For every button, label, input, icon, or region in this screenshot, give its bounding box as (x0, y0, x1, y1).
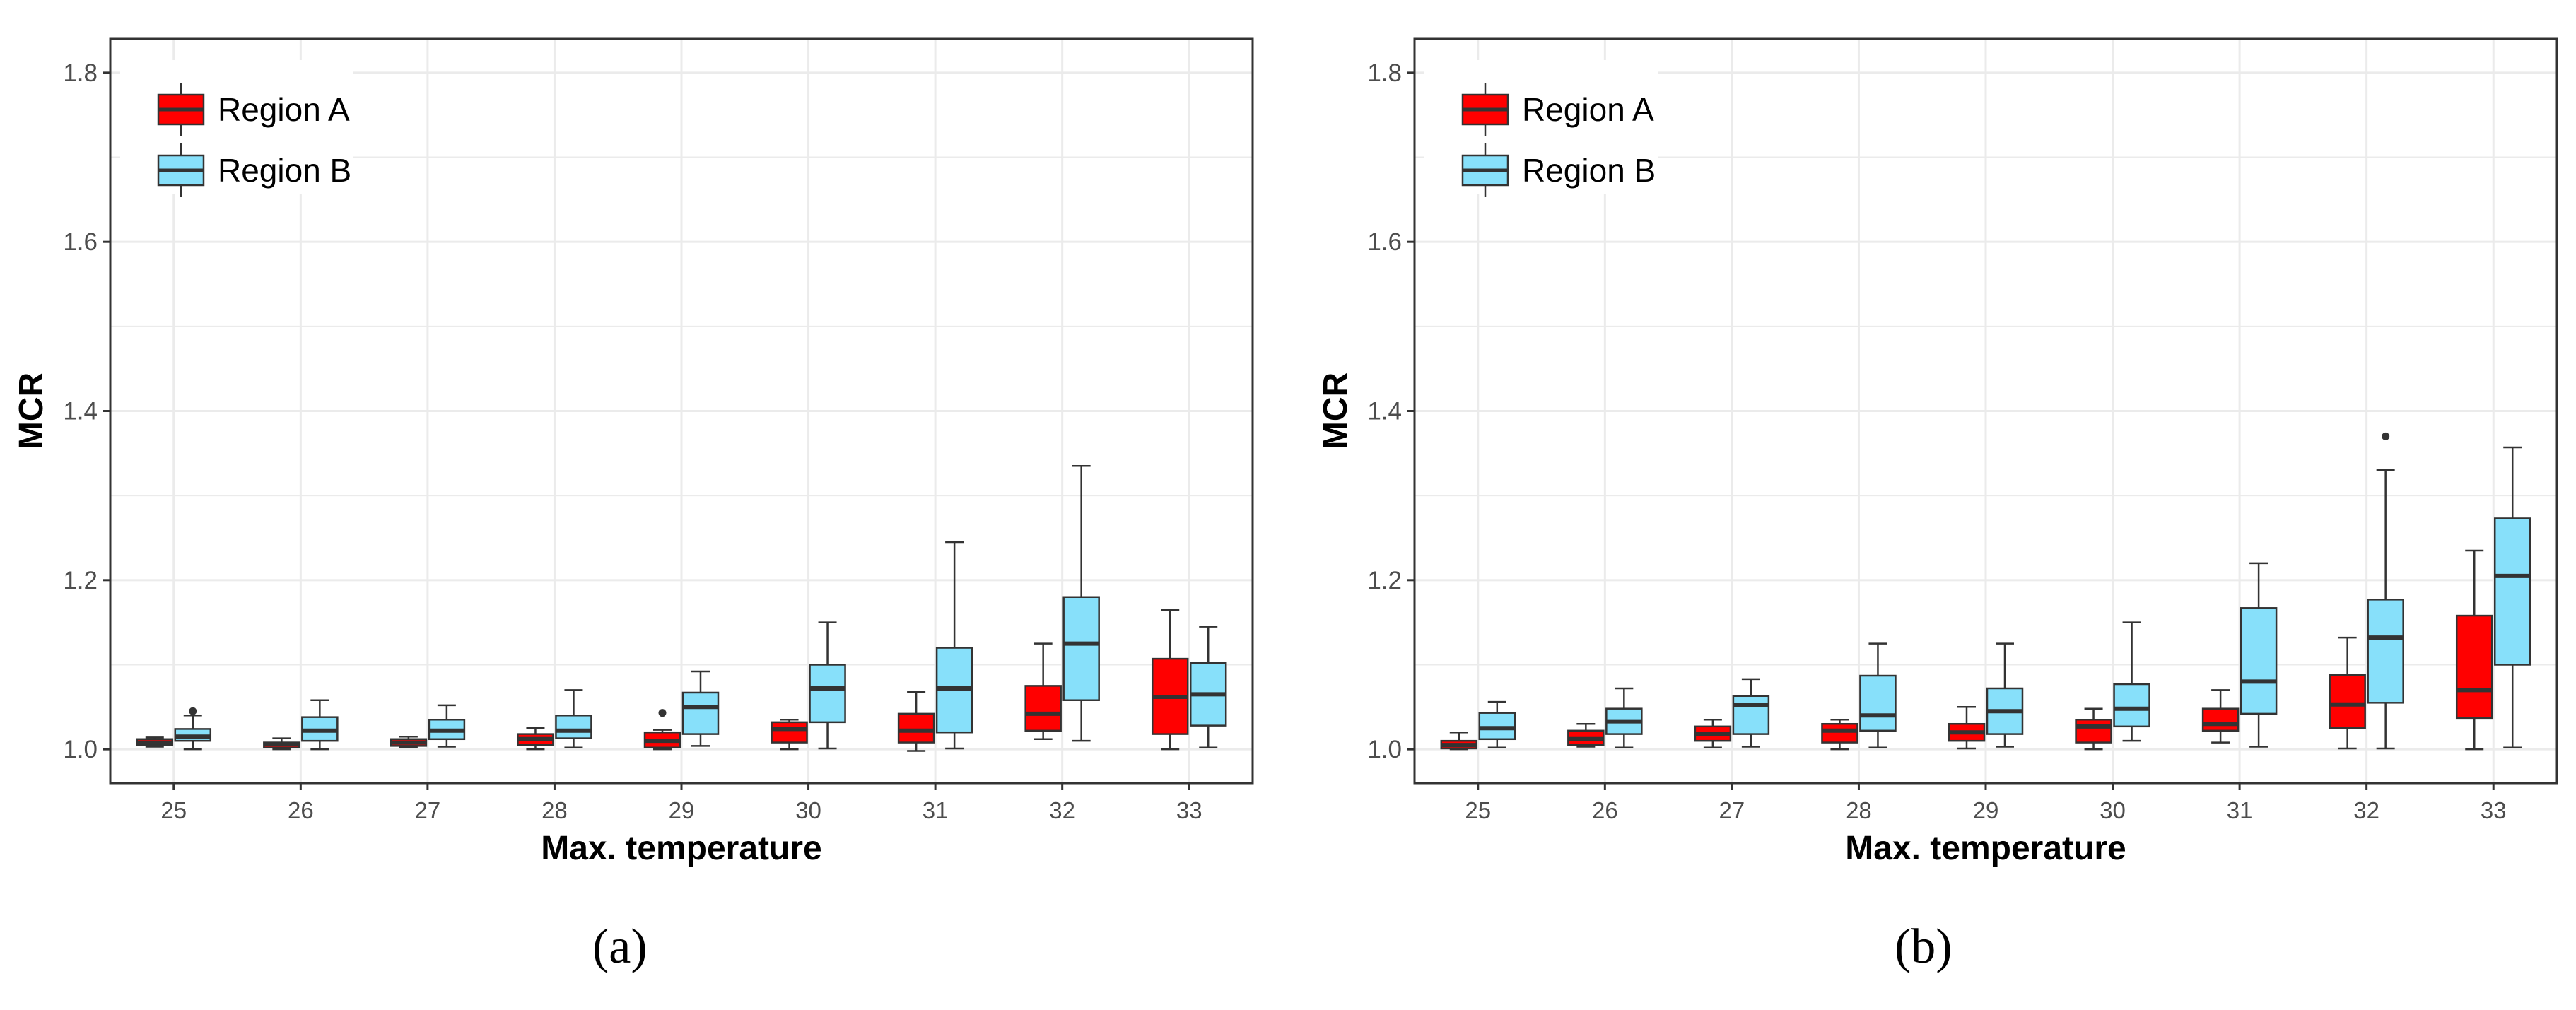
x-tick-label: 26 (288, 797, 314, 823)
y-tick-label: 1.4 (63, 398, 98, 425)
box-region-b (2367, 599, 2404, 704)
outlier-point (658, 709, 667, 717)
x-tick-label: 31 (923, 797, 949, 823)
box-region-b (555, 715, 592, 739)
legend: Region A Region B (120, 60, 353, 197)
x-tick-label: 27 (1719, 797, 1745, 823)
box-region-b (1859, 674, 1897, 732)
y-tick-label: 1.6 (63, 228, 98, 256)
box-region-a (1024, 685, 1062, 732)
y-tick-label: 1.4 (1367, 398, 1402, 425)
x-tick-label: 28 (1846, 797, 1872, 823)
legend-label-region-b: Region B (218, 152, 351, 189)
x-tick-label: 27 (415, 797, 441, 823)
x-tick-label: 29 (669, 797, 695, 823)
y-tick-label: 1.2 (1367, 567, 1402, 594)
x-tick-label: 30 (2100, 797, 2126, 823)
legend-label-region-a: Region A (218, 91, 350, 128)
legend-label-region-a: Region A (1522, 91, 1654, 128)
box-region-a (2455, 614, 2493, 720)
box-region-b (1732, 695, 1770, 735)
outlier-point (2382, 432, 2390, 440)
x-tick-label: 29 (1973, 797, 1999, 823)
box-region-b (2113, 683, 2150, 728)
y-tick-label: 1.8 (1367, 59, 1402, 87)
box-region-b (2493, 517, 2531, 666)
box-region-b (2240, 607, 2278, 715)
box-region-a (2075, 719, 2112, 744)
x-tick-label: 32 (2353, 797, 2379, 823)
y-tick-label: 1.0 (1367, 736, 1402, 763)
y-tick-label: 1.6 (1367, 228, 1402, 256)
x-tick-label: 33 (2481, 797, 2507, 823)
x-tick-label: 32 (1049, 797, 1075, 823)
y-tick-label: 1.8 (63, 59, 98, 87)
chart-panel-a: 1.0 1.2 1.4 1.6 1.8 25 26 27 28 29 30 31 32 33 Max. te… (13, 37, 1254, 867)
legend-label-region-b: Region B (1522, 152, 1656, 189)
x-tick-label: 28 (541, 797, 568, 823)
box-region-a (771, 721, 808, 744)
x-axis-title: Max. temperature (1845, 830, 2126, 867)
panel-label-a: (a) (592, 920, 648, 974)
panel-label-b: (b) (1895, 920, 1953, 974)
x-tick-label: 33 (1176, 797, 1202, 823)
outlier-point (189, 707, 197, 715)
box-region-b (809, 664, 846, 724)
box-region-a (2201, 707, 2240, 732)
y-tick-label: 1.0 (63, 736, 98, 763)
x-axis-title: Max. temperature (541, 830, 821, 867)
x-tick-label: 25 (1465, 797, 1491, 823)
y-tick-label: 1.2 (63, 567, 98, 594)
x-tick-label: 31 (2227, 797, 2253, 823)
box-region-a (897, 712, 935, 744)
x-tick-label: 26 (1592, 797, 1618, 823)
y-axis-title: MCR (1317, 372, 1354, 450)
box-region-b (681, 691, 720, 735)
legend: Region A Region B (1424, 60, 1658, 197)
y-axis-title: MCR (13, 372, 50, 450)
box-region-a (2329, 674, 2366, 729)
chart-panel-b: 1.0 1.2 1.4 1.6 1.8 25 26 27 28 29 30 31 32 33 Max. te… (1317, 37, 2558, 867)
box-region-b (1062, 596, 1100, 701)
x-tick-label: 25 (160, 797, 187, 823)
box-region-a (1821, 722, 1858, 744)
x-tick-label: 30 (795, 797, 821, 823)
